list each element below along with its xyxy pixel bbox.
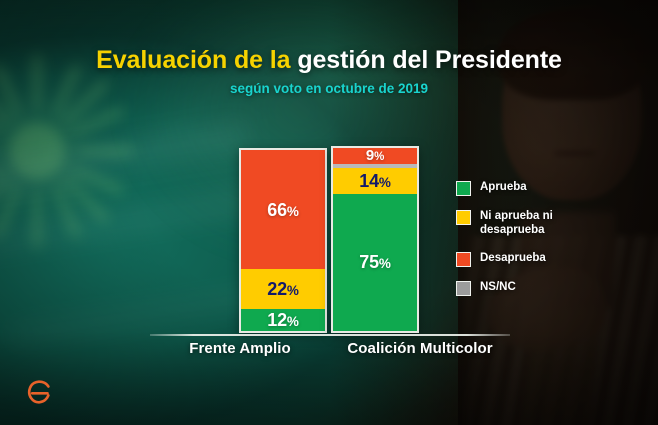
- segment-value-label: 22%: [267, 279, 299, 300]
- page-subtitle: según voto en octubre de 2019: [229, 81, 429, 96]
- page-title: Evaluación de la gestión del Presidente: [0, 46, 658, 74]
- title-rest-text: gestión del Presidente: [297, 46, 562, 74]
- legend-label: Ni aprueba ni desaprueba: [480, 210, 553, 237]
- segment-aprueba[interactable]: 12%: [241, 309, 325, 331]
- legend-swatch-gray: [456, 280, 471, 296]
- bar-coalicion-multicolor[interactable]: 9% 14% 75%: [331, 146, 419, 333]
- segment-value-label: 9%: [365, 148, 385, 165]
- segment-value-label: 66%: [267, 199, 299, 220]
- segment-desaprueba[interactable]: 9%: [333, 148, 417, 165]
- legend-swatch-yellow: [456, 210, 471, 225]
- segment-value-label: 75%: [359, 252, 391, 273]
- legend-swatch-red: [456, 251, 471, 267]
- segment-nsnc[interactable]: [333, 164, 417, 169]
- x-axis-line: [150, 334, 510, 336]
- legend-label: NS/NC: [480, 280, 516, 293]
- segment-ni-aprueba-ni-desaprueba[interactable]: 14%: [333, 168, 417, 194]
- legend-item-ni-aprueba-ni-desaprueba[interactable]: Ni aprueba ni desaprueba: [456, 209, 606, 238]
- chart-header: Evaluación de la gestión del Presidente …: [0, 46, 658, 96]
- x-axis-category-labels: Frente Amplio Coalición Multicolor: [150, 340, 510, 357]
- legend-item-nsnc[interactable]: NS/NC: [456, 280, 606, 296]
- brand-logo-e-icon[interactable]: [22, 375, 56, 409]
- legend-label: Desaprueba: [480, 251, 546, 264]
- legend-swatch-green: [456, 181, 471, 196]
- legend-item-aprueba[interactable]: Aprueba: [456, 180, 606, 196]
- segment-ni-aprueba-ni-desaprueba[interactable]: 22%: [241, 269, 325, 310]
- segment-desaprueba[interactable]: 66%: [241, 150, 325, 270]
- chart-legend: Aprueba Ni aprueba ni desaprueba Desapru…: [456, 180, 606, 309]
- bar-frente-amplio[interactable]: 66% 22% 12%: [239, 148, 327, 333]
- legend-label: Aprueba: [480, 181, 527, 193]
- segment-value-label: 14%: [359, 170, 391, 191]
- category-label-coalicion-multicolor: Coalición Multicolor: [347, 340, 493, 357]
- legend-item-desaprueba[interactable]: Desaprueba: [456, 251, 606, 267]
- category-label-frente-amplio: Frente Amplio: [189, 340, 291, 357]
- uruguay-sun-icon: [0, 54, 134, 248]
- segment-value-label: 12%: [267, 310, 299, 331]
- segment-aprueba[interactable]: 75%: [333, 193, 417, 331]
- title-highlight-text: Evaluación de la: [96, 46, 291, 74]
